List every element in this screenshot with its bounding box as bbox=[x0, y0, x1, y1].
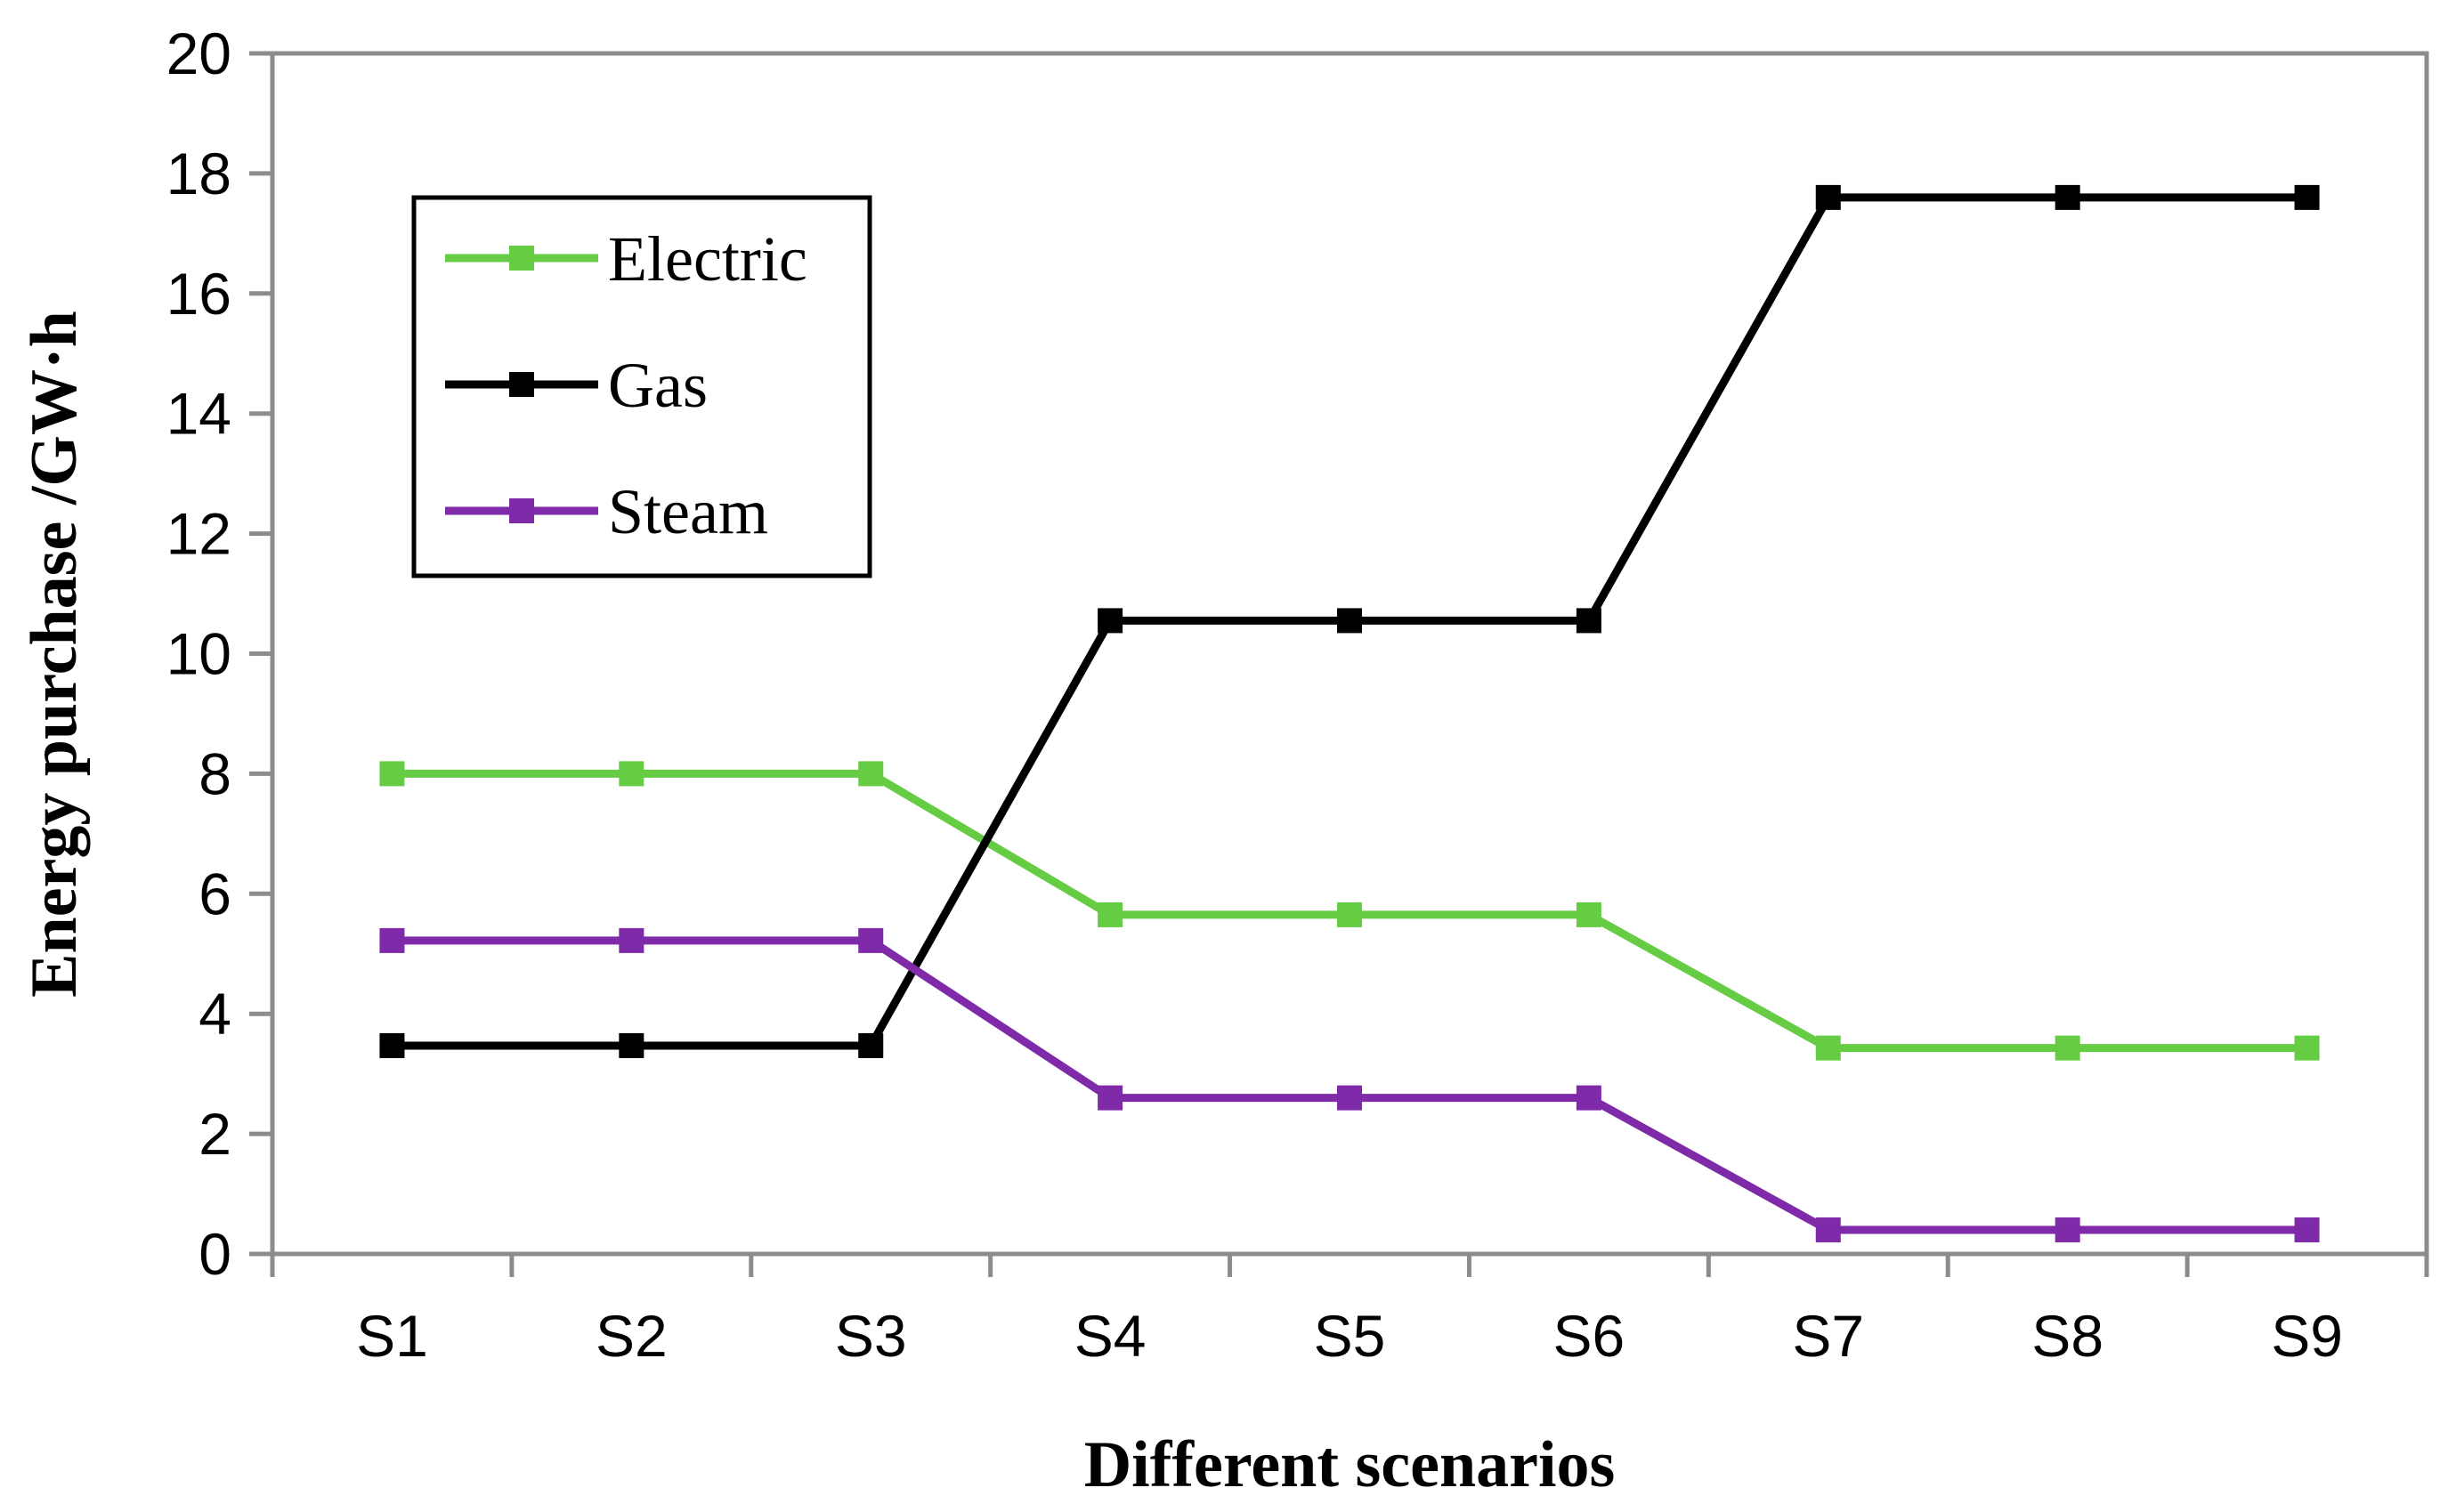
gas-marker bbox=[619, 1032, 644, 1058]
legend-item-steam: Steam bbox=[445, 476, 768, 547]
electric-marker bbox=[858, 761, 884, 787]
x-axis: S1 S2 S3 S4 S5 S6 S7 S8 S9 bbox=[270, 1254, 2429, 1369]
steam-marker bbox=[2294, 1217, 2320, 1243]
x-tick-label: S8 bbox=[2031, 1303, 2103, 1369]
series-steam bbox=[379, 927, 2320, 1243]
y-tick-label: 16 bbox=[166, 261, 231, 327]
legend-swatch-marker bbox=[509, 498, 534, 523]
steam-marker bbox=[1576, 1085, 1601, 1111]
x-tick-label: S4 bbox=[1074, 1303, 1147, 1369]
gas-marker bbox=[379, 1032, 405, 1058]
steam-marker bbox=[619, 927, 644, 953]
x-axis-title: Different scenarios bbox=[1084, 1428, 1616, 1501]
y-tick-label: 0 bbox=[199, 1221, 231, 1287]
y-tick-label: 8 bbox=[199, 740, 231, 806]
x-tick-label: S6 bbox=[1553, 1303, 1625, 1369]
y-tick-label: 18 bbox=[166, 141, 231, 206]
legend-label: Steam bbox=[608, 476, 768, 547]
gas-marker bbox=[1576, 608, 1601, 634]
y-tick-label: 6 bbox=[199, 861, 231, 926]
electric-marker bbox=[379, 761, 405, 787]
series-electric bbox=[379, 761, 2320, 1061]
y-axis-title: Energy purchase /GW·h bbox=[18, 311, 91, 998]
gas-marker bbox=[2294, 184, 2320, 210]
y-tick-label: 12 bbox=[166, 501, 231, 567]
x-tick-label: S1 bbox=[356, 1303, 428, 1369]
legend-swatch-marker bbox=[509, 372, 534, 397]
legend-item-gas: Gas bbox=[445, 350, 708, 421]
legend: Electric Gas Steam bbox=[411, 195, 872, 578]
y-tick-label: 10 bbox=[166, 621, 231, 687]
electric-marker bbox=[1815, 1035, 1841, 1061]
y-tick-label: 20 bbox=[166, 20, 231, 86]
y-tick-label: 4 bbox=[199, 981, 231, 1047]
steam-marker bbox=[1098, 1085, 1123, 1111]
electric-marker bbox=[2294, 1035, 2320, 1061]
electric-marker bbox=[2055, 1035, 2080, 1061]
electric-marker bbox=[1098, 902, 1123, 927]
steam-marker bbox=[1337, 1085, 1362, 1111]
x-tick-label: S3 bbox=[835, 1303, 907, 1369]
electric-marker bbox=[1337, 902, 1362, 927]
series-layer bbox=[379, 184, 2320, 1243]
steam-marker bbox=[2055, 1217, 2080, 1243]
gas-marker bbox=[858, 1032, 884, 1058]
steam-marker bbox=[379, 927, 405, 953]
steam-marker bbox=[858, 927, 884, 953]
y-tick-label: 14 bbox=[166, 381, 231, 447]
gas-marker bbox=[1815, 184, 1841, 210]
x-tick-label: S5 bbox=[1314, 1303, 1386, 1369]
legend-swatch-marker bbox=[509, 246, 534, 271]
gas-marker bbox=[1337, 608, 1362, 634]
gas-marker bbox=[1098, 608, 1123, 634]
legend-item-electric: Electric bbox=[445, 223, 807, 295]
x-tick-label: S9 bbox=[2271, 1303, 2343, 1369]
electric-marker bbox=[1576, 902, 1601, 927]
legend-label: Gas bbox=[608, 350, 708, 421]
gas-marker bbox=[2055, 184, 2080, 210]
electric-marker bbox=[619, 761, 644, 787]
x-tick-label: S7 bbox=[1792, 1303, 1864, 1369]
y-tick-label: 2 bbox=[199, 1101, 231, 1167]
steam-marker bbox=[1815, 1217, 1841, 1243]
y-axis: 0 2 4 6 8 10 12 14 16 18 20 bbox=[166, 20, 272, 1287]
series-gas bbox=[379, 184, 2320, 1058]
legend-label: Electric bbox=[608, 223, 807, 295]
x-tick-label: S2 bbox=[596, 1303, 668, 1369]
